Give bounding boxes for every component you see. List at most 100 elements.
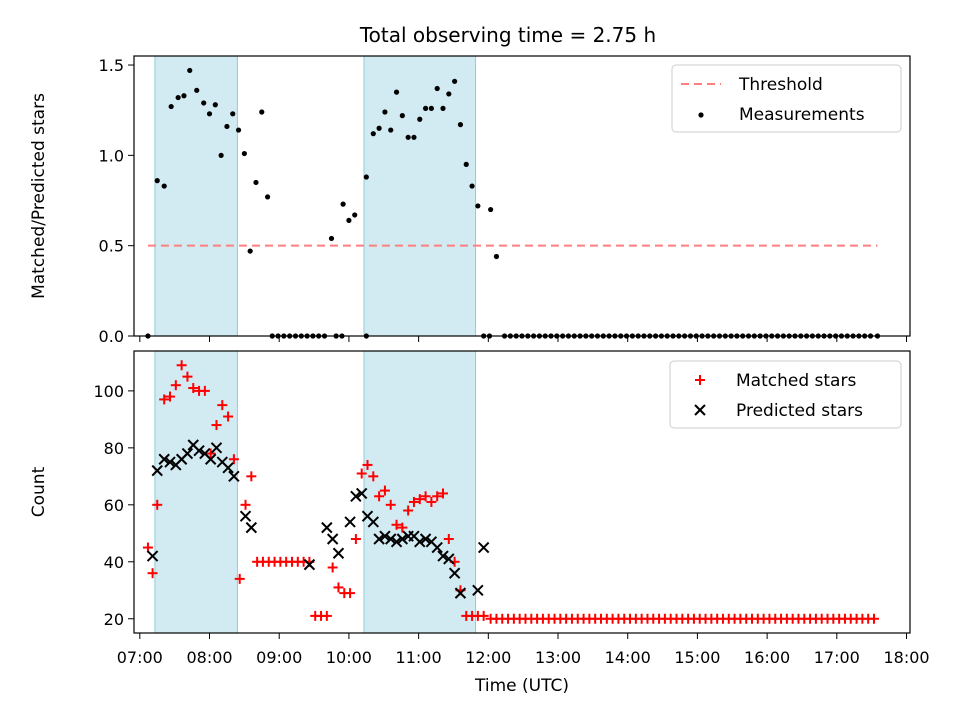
measurement-point [428, 105, 434, 111]
measurement-point [376, 125, 382, 131]
matched-star-point [356, 468, 367, 479]
matched-star-point [420, 491, 431, 502]
measurement-point [206, 111, 213, 117]
measurement-point [168, 103, 174, 110]
cross-b [228, 470, 240, 483]
matched-star-point [205, 448, 216, 459]
measurement-point [475, 203, 481, 209]
measurement-point [247, 248, 253, 254]
predicted-star-point [181, 447, 194, 460]
y-tick-label: 80 [104, 439, 124, 458]
cross-b [326, 533, 339, 545]
axes-frame [133, 350, 911, 634]
matched-star-point [403, 505, 414, 516]
cross-b [151, 464, 163, 477]
cross-b [385, 533, 397, 545]
cross-b [477, 541, 490, 554]
matched-star-point [176, 360, 187, 371]
x-tick-label: 16:00 [744, 648, 790, 667]
predicted-star-point [151, 464, 163, 477]
matched-star-point [188, 383, 199, 394]
cross-b [181, 447, 194, 460]
measurement-point [457, 122, 464, 128]
cross-b [146, 550, 159, 562]
predicted-star-point [390, 536, 403, 548]
x-tick-label: 12:00 [465, 648, 511, 667]
y-tick-label: 0.5 [99, 237, 124, 256]
legend-measurements-label: Measurements [739, 105, 865, 125]
cross-b [408, 530, 420, 542]
predicted-star-point [385, 533, 397, 545]
matched-star-point [397, 522, 408, 533]
legend-box [669, 360, 902, 429]
ratio-panel: 0.0 0.5 1.0 1.5 Matched/Predicted stars Thres… [29, 55, 911, 346]
shaded-interval [363, 350, 477, 634]
predicted-star-point [437, 550, 449, 562]
cross-b [204, 453, 217, 465]
axes-frame [133, 55, 911, 337]
legend-matched-swatch [695, 375, 705, 385]
matched-star-point [414, 494, 425, 505]
cross-b [187, 439, 199, 451]
predicted-star-point [414, 536, 426, 548]
predicted-star-point [164, 456, 176, 468]
y-tick-label: 100 [93, 382, 124, 401]
predicted-star-point [158, 453, 170, 465]
matched-star-point [379, 485, 390, 496]
matched-star-point [350, 534, 361, 544]
predicted-star-point [477, 541, 490, 554]
cross-b [448, 567, 461, 579]
matched-star-point [438, 488, 449, 499]
cross-b [379, 530, 391, 542]
measurement-point [399, 113, 405, 119]
cross-b [210, 442, 223, 454]
measurement-point [446, 91, 452, 97]
predicted-star-point [321, 521, 333, 534]
matched-star-point [432, 491, 443, 502]
measurement-point [388, 127, 394, 133]
y-tick-label: 0.0 [99, 327, 124, 346]
measurement-point [346, 217, 352, 223]
predicted-star-point [454, 587, 467, 599]
cross-b [193, 444, 205, 457]
matched-star-point [478, 610, 489, 621]
x-tick-label: 18:00 [883, 648, 929, 667]
matched-star-point [408, 496, 419, 507]
x-tick-label: 15:00 [674, 648, 720, 667]
x-tick-label: 13:00 [535, 648, 581, 667]
legend-measurements-swatch [698, 112, 704, 118]
cross-b [694, 404, 706, 416]
predicted-star-point [332, 547, 345, 559]
measurement-point [340, 201, 346, 207]
measurement-point [488, 206, 494, 213]
y-tick-label: 60 [104, 496, 124, 515]
matched-star-point [868, 613, 879, 624]
y-axis-label: Matched/Predicted stars [29, 93, 49, 299]
count-panel: 20 40 60 80 100 07:00 08:00 09:00 10:00 11:00 12:0… [29, 350, 930, 696]
predicted-star-point [245, 521, 258, 534]
cross-b [344, 516, 356, 528]
cross-b [239, 510, 252, 522]
measurement-point [224, 123, 230, 130]
predicted-star-point [222, 462, 234, 474]
cross-b [390, 536, 403, 548]
measurement-point [218, 152, 224, 158]
cross-b [303, 558, 316, 571]
cross-b [431, 541, 443, 554]
measurement-point [201, 100, 207, 106]
legend-predicted-swatch [694, 404, 706, 416]
measurement-point [382, 109, 388, 115]
measurement-point [194, 87, 200, 93]
matched-star-point [345, 588, 356, 599]
measurement-point [405, 134, 411, 140]
x-tick-label: 11:00 [396, 648, 442, 667]
measurement-point [411, 134, 417, 140]
y-tick-label: 20 [104, 610, 124, 629]
predicted-star-point [472, 584, 484, 596]
measurement-point [241, 150, 247, 157]
matched-star-point [240, 499, 251, 510]
matched-star-point [327, 562, 338, 573]
measurement-point [493, 253, 500, 260]
predicted-star-point [443, 553, 455, 565]
